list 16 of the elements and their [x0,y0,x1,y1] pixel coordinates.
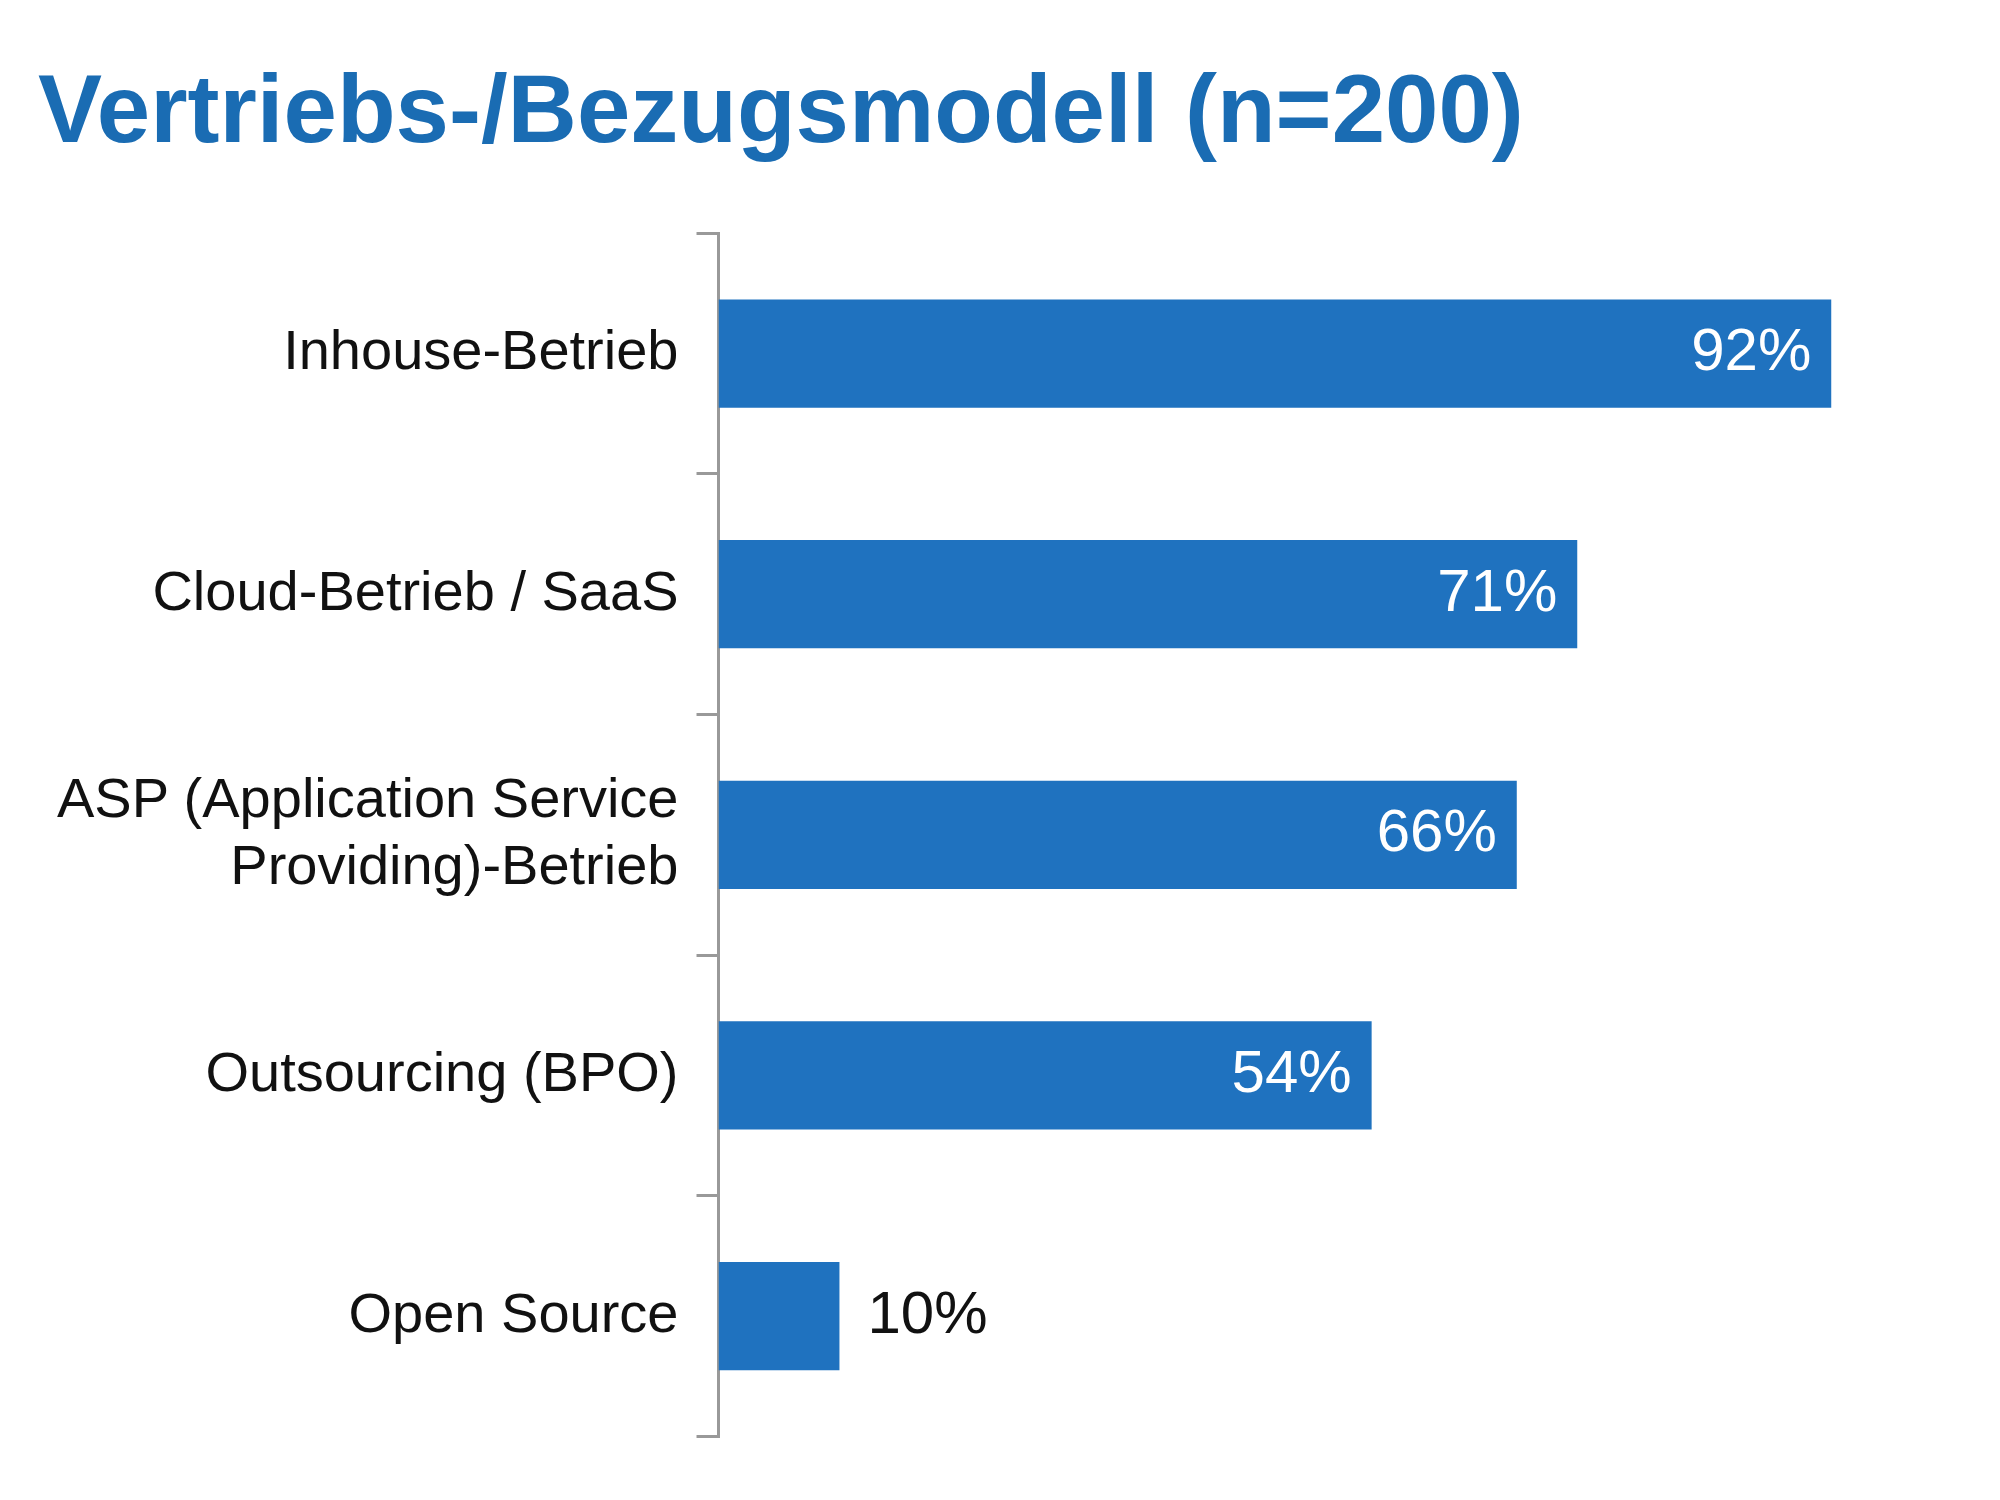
bar [718,1021,1372,1130]
y-tick-label: ASP (Application Service Providing)-Betrieb [57,765,679,896]
chart-title: Vertriebs-/Bezugsmodell (n=200) [38,55,1524,163]
data-label: 92% [1691,316,1812,384]
bar [718,1261,840,1371]
data-label: 66% [1376,797,1497,865]
data-label: 54% [1231,1037,1352,1105]
bar [718,540,1578,649]
data-label: 71% [1437,556,1558,624]
y-tick-label: Outsourcing (BPO) [205,1039,679,1103]
bar [718,780,1517,889]
y-tick-label: Inhouse-Betrieb [283,317,679,381]
y-tick-label: Open Source [348,1280,679,1344]
data-label: 10% [867,1278,988,1346]
y-tick-label: Cloud-Betrieb / SaaS [152,558,679,622]
bar [718,299,1832,408]
